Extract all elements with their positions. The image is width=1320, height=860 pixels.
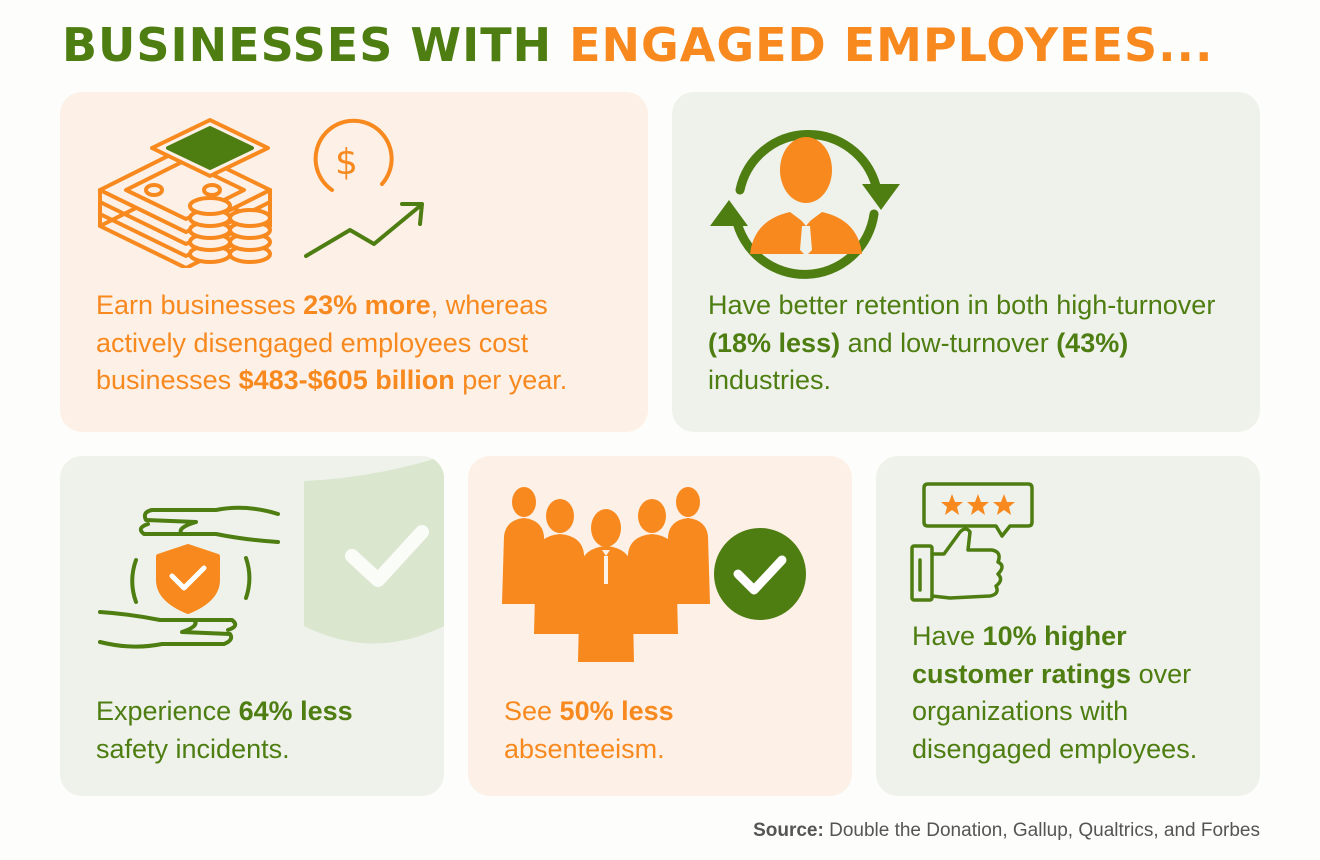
page-title: BUSINESSES WITH ENGAGED EMPLOYEES...: [62, 18, 1214, 72]
card-safety: Experience 64% less safety incidents.: [60, 456, 444, 796]
money-growth-icon: $: [92, 118, 432, 268]
card-absenteeism-text: See 50% less absenteeism.: [504, 696, 674, 764]
card-ratings: Have 10% higher customer ratings over or…: [876, 456, 1260, 796]
background-shield-icon: [304, 456, 444, 656]
card-retention: Have better retention in both high-turno…: [672, 92, 1260, 432]
source-citation: Source: Double the Donation, Gallup, Qua…: [753, 820, 1260, 841]
safety-hands-shield-icon: [96, 494, 286, 664]
title-part-2: ENGAGED EMPLOYEES...: [569, 18, 1214, 72]
card-absenteeism: See 50% less absenteeism.: [468, 456, 852, 796]
card-revenue: $ Earn businesses 23% more, whereas acti…: [60, 92, 648, 432]
title-part-1: BUSINESSES WITH: [62, 18, 553, 72]
team-check-icon: [502, 484, 812, 664]
employee-retention-icon: [706, 114, 906, 284]
card-ratings-text: Have 10% higher customer ratings over or…: [912, 621, 1198, 764]
card-retention-text: Have better retention in both high-turno…: [708, 290, 1216, 395]
card-safety-text: Experience 64% less safety incidents.: [96, 696, 353, 764]
card-revenue-text: Earn businesses 23% more, whereas active…: [96, 290, 568, 395]
rating-thumbs-up-icon: [910, 480, 1040, 606]
svg-text:$: $: [335, 142, 358, 183]
